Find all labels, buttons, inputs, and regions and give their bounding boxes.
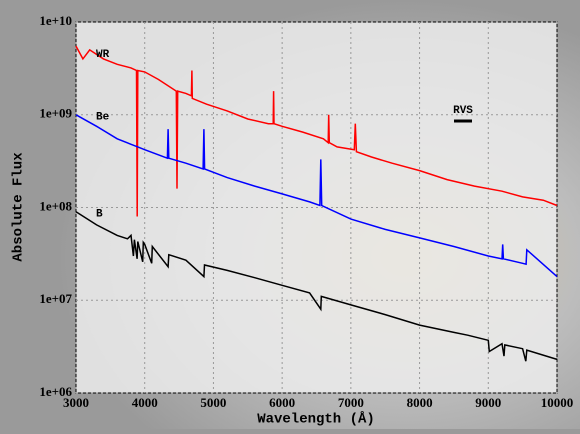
y-axis-label: Absolute Flux: [11, 152, 27, 262]
line: [75, 114, 558, 278]
y-tick-label: 1e+09: [39, 106, 72, 121]
x-axis-label: Wavelength (Å): [257, 411, 375, 428]
x-tick-label: 5000: [200, 395, 226, 410]
annotation: RVS: [453, 105, 473, 117]
y-tick-label: 1e+06: [39, 384, 72, 399]
x-tick-label: 6000: [269, 395, 295, 410]
series-label: WR: [96, 49, 110, 61]
y-tick-label: 1e+08: [39, 198, 72, 213]
series-label: B: [96, 209, 103, 221]
x-tick-label: 3000: [63, 395, 89, 410]
x-tick-label: 10000: [541, 395, 574, 410]
series-label: Be: [96, 112, 110, 124]
x-tick-label: 8000: [407, 395, 433, 410]
line: [75, 211, 558, 362]
x-tick-label: 9000: [475, 395, 501, 410]
x-tick-label: 7000: [338, 395, 364, 410]
y-tick-label: 1e+07: [39, 291, 72, 306]
y-tick-label: 1e+10: [39, 13, 72, 28]
line: [75, 45, 558, 217]
x-tick-label: 4000: [132, 395, 158, 410]
